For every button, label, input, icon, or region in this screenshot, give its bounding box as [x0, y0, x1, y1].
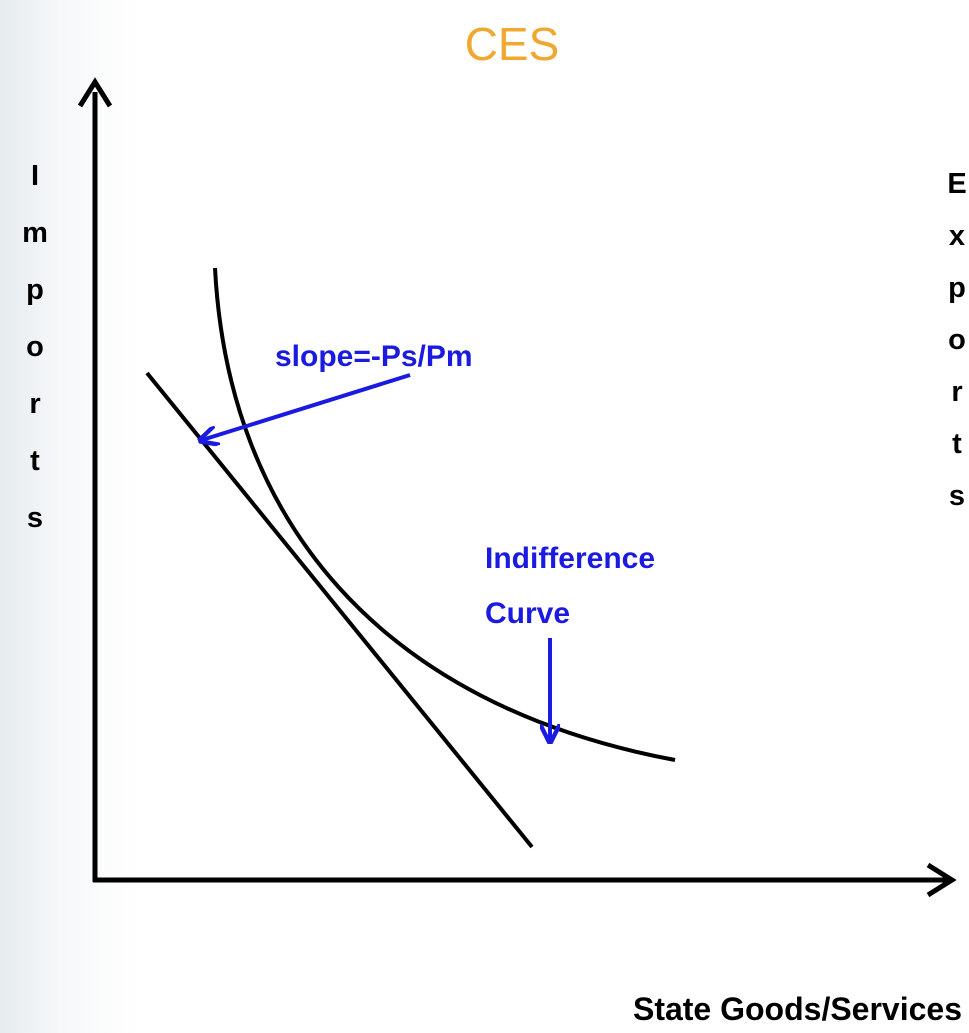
y-axis-arrow: [77, 77, 113, 108]
right-label: Exports: [941, 168, 969, 532]
slope-arrow: [202, 373, 411, 440]
title: CES: [465, 18, 560, 70]
x-axis-label: State Goods/Services: [633, 991, 962, 1027]
x-axis-arrow: [926, 862, 957, 898]
budget-line: [145, 371, 534, 849]
curve-label: Curve: [485, 597, 570, 630]
slope-label: slope=-Ps/Pm: [275, 340, 473, 373]
y-axis-label: Imports: [19, 160, 51, 559]
curve-label: Indifference: [485, 542, 655, 575]
